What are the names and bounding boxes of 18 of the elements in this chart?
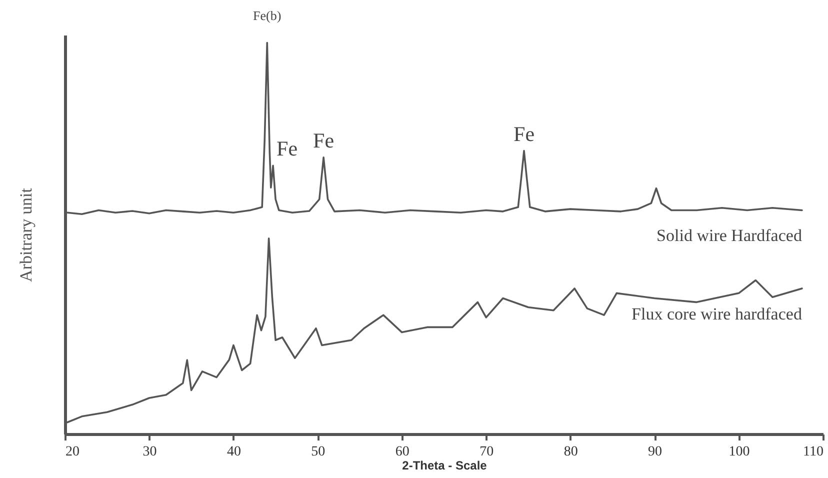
x-tick-label: 50 — [311, 444, 326, 460]
x-tick-label: 80 — [564, 444, 578, 460]
annotation: Fe — [313, 128, 334, 152]
x-tick-label: 40 — [226, 444, 241, 460]
x-tick-label: 90 — [648, 444, 662, 460]
annotation: Fe — [276, 136, 298, 161]
x-tick-label: 100 — [728, 444, 750, 460]
annotation: Fe(b) — [253, 8, 282, 23]
x-tick-label: 30 — [142, 444, 157, 460]
x-tick-label: 20 — [66, 444, 80, 460]
x-tick-label: 110 — [803, 444, 824, 460]
x-axis-title: 2-Theta - Scale — [402, 458, 488, 472]
x-tick-label: 70 — [480, 444, 494, 460]
x-tick-label: 60 — [395, 444, 410, 460]
series-label: Solid wire Hardfaced — [656, 226, 802, 246]
annotation: Fe — [514, 122, 535, 146]
series-label: Flux core wire hardfaced — [632, 304, 802, 324]
y-axis-title: Arbitrary unit — [16, 188, 36, 282]
